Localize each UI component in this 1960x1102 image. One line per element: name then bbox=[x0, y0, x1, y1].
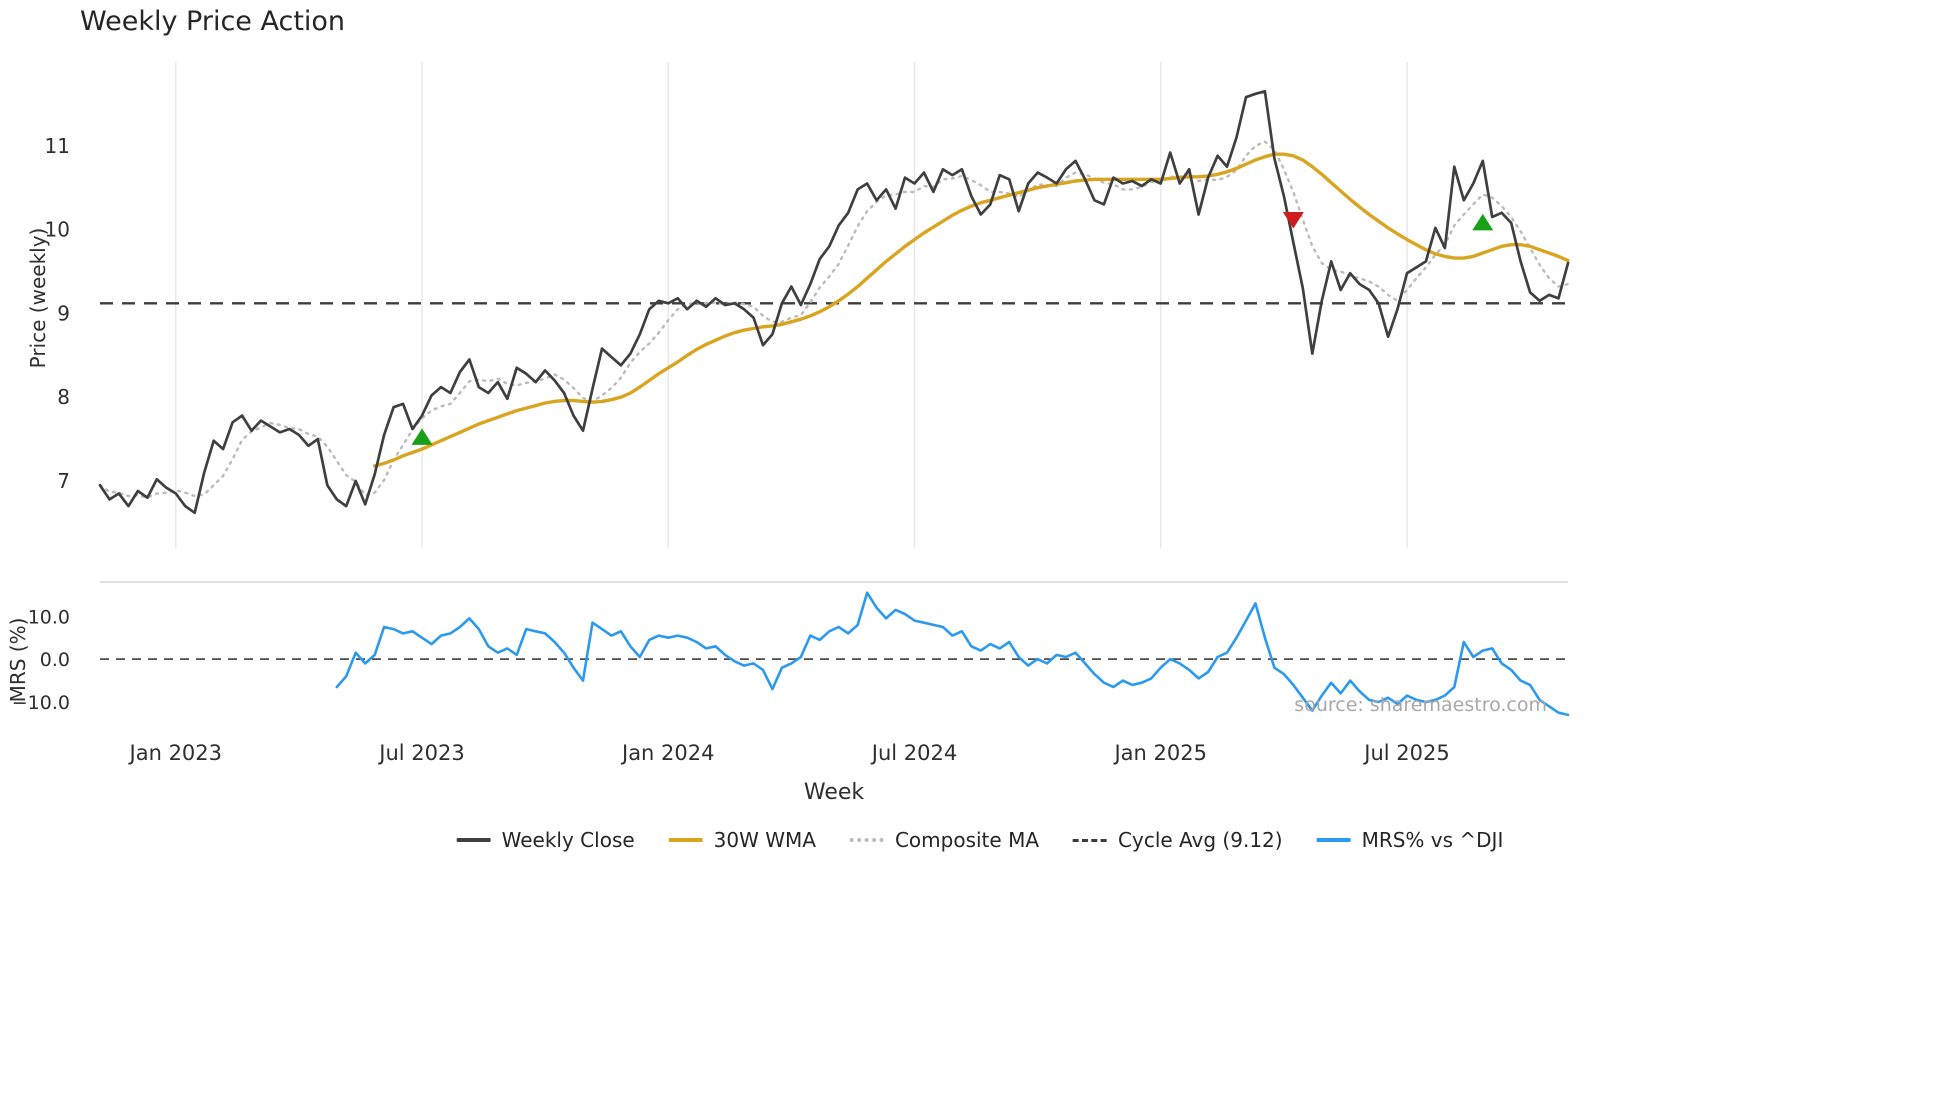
legend-item: MRS% vs ^DJI bbox=[1316, 828, 1504, 852]
sell-marker-icon bbox=[1282, 212, 1304, 229]
legend-swatch-icon bbox=[1073, 838, 1108, 842]
mrs-tick-label: 0.0 bbox=[40, 649, 70, 671]
source-watermark: source: sharemaestro.com bbox=[1294, 694, 1547, 716]
weekly-close-line bbox=[98, 89, 1570, 515]
legend-item: Cycle Avg (9.12) bbox=[1073, 828, 1283, 852]
buy-marker-icon bbox=[411, 428, 433, 445]
wma-line bbox=[373, 152, 1570, 468]
mrs-tick-label: 10.0 bbox=[28, 606, 70, 628]
x-tick-label: Jul 2024 bbox=[870, 741, 957, 765]
x-tick-label: Jan 2025 bbox=[1112, 741, 1207, 765]
legend-swatch-icon bbox=[849, 838, 884, 842]
legend-label: MRS% vs ^DJI bbox=[1361, 828, 1504, 852]
legend-item: 30W WMA bbox=[668, 828, 816, 852]
x-tick-label: Jan 2024 bbox=[620, 741, 715, 765]
legend-item: Weekly Close bbox=[456, 828, 635, 852]
mrs-tick-label: −10.0 bbox=[12, 692, 70, 714]
price-tick-label: 11 bbox=[45, 134, 70, 158]
legend-swatch-icon bbox=[668, 838, 703, 842]
legend-label: Weekly Close bbox=[501, 828, 635, 852]
legend-label: Composite MA bbox=[894, 828, 1040, 852]
price-tick-label: 7 bbox=[57, 469, 70, 493]
composite-ma-line bbox=[98, 140, 1570, 499]
mrs-axis-label: MRS (%) bbox=[6, 617, 30, 703]
legend-swatch-icon bbox=[456, 838, 491, 842]
mrs-line bbox=[335, 591, 1570, 717]
x-tick-label: Jan 2023 bbox=[128, 741, 223, 765]
legend-label: 30W WMA bbox=[713, 828, 816, 852]
price-tick-label: 8 bbox=[57, 385, 70, 409]
x-tick-label: Jul 2023 bbox=[377, 741, 464, 765]
price-tick-label: 9 bbox=[57, 301, 70, 325]
legend-swatch-icon bbox=[1316, 838, 1351, 842]
legend-label: Cycle Avg (9.12) bbox=[1118, 828, 1283, 852]
price-tick-label: 10 bbox=[45, 218, 70, 242]
legend: Weekly Close 30W WMA Composite MA Cycle Avg… bbox=[456, 828, 1504, 852]
buy-marker-icon bbox=[1472, 213, 1494, 231]
week-axis-label: Week bbox=[803, 780, 865, 805]
x-tick-label: Jul 2025 bbox=[1362, 741, 1449, 765]
price-axis-label: Price (weekly) bbox=[26, 227, 50, 369]
chart-title: Weekly Price Action bbox=[80, 6, 346, 37]
legend-item: Composite MA bbox=[849, 828, 1040, 852]
